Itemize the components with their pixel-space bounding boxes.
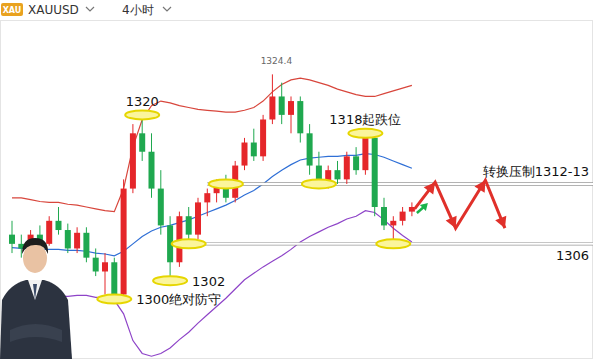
candle-body	[362, 138, 368, 170]
forecast-arrowhead	[474, 180, 485, 193]
candle-body	[279, 96, 285, 114]
title: XAUUSD	[28, 3, 79, 17]
candle-body	[335, 170, 341, 179]
candle-body	[297, 101, 303, 133]
forecast-arrowhead	[424, 182, 435, 194]
highlight-ellipse	[125, 110, 159, 119]
candle-body	[111, 262, 117, 294]
candle-body	[46, 221, 52, 244]
candle-wick	[105, 253, 106, 294]
cue-arrowhead	[420, 203, 428, 211]
presenter-shirt	[28, 280, 42, 300]
candle-body	[65, 230, 71, 248]
band-line	[12, 154, 412, 256]
annotation: 1302	[192, 274, 225, 289]
forecast-arrowhead	[446, 216, 457, 228]
highlight-ellipse	[153, 276, 187, 285]
badge: XAU	[3, 6, 22, 15]
level-label: 1306	[556, 248, 589, 263]
candle-body	[307, 133, 313, 165]
candle-body	[400, 212, 406, 221]
forecast-arrowhead	[495, 216, 506, 228]
presenter-suit	[0, 280, 72, 359]
annotation: 1318起跌位	[329, 112, 401, 127]
chart: XAU XAUUSD 4小时 1324.4 1320 1318起跌位 1302 1300绝对防…	[0, 0, 593, 359]
highlight-ellipse	[209, 179, 243, 188]
candle-body	[83, 233, 89, 258]
level-line-shadow	[207, 182, 593, 185]
candle-body	[381, 207, 387, 225]
forecast-path	[415, 180, 505, 228]
candle-body	[158, 189, 164, 226]
candle-body	[260, 119, 266, 156]
background	[0, 0, 593, 359]
highlight-ellipse	[97, 295, 131, 304]
band-line	[12, 78, 412, 212]
annotation: 1300绝对防守	[136, 292, 221, 307]
level-label: 转换压制1312-13	[483, 164, 589, 179]
highlight-ellipse	[172, 239, 206, 248]
candle-body	[344, 156, 350, 179]
candle-body	[139, 133, 145, 151]
presenter	[0, 238, 72, 359]
badge-box	[1, 3, 23, 16]
candle-body	[195, 202, 201, 234]
level-line	[207, 183, 593, 184]
candle-body	[130, 133, 136, 188]
chevron	[163, 7, 171, 11]
presenter-tie	[33, 284, 37, 300]
candle-body	[372, 138, 378, 207]
candle-body	[251, 143, 257, 157]
level-line-core	[207, 183, 593, 185]
plot-frame	[1, 21, 593, 359]
candle-body	[102, 262, 108, 271]
candle-body	[9, 235, 15, 244]
candle-body	[93, 258, 99, 272]
presenter-hair	[22, 238, 48, 254]
presenter-arms	[10, 324, 62, 342]
candle-body	[74, 233, 80, 249]
highlight-ellipse	[348, 129, 382, 138]
candle-body	[56, 221, 62, 230]
candle-body	[186, 216, 192, 234]
plot-area	[9, 74, 593, 356]
candle-wick	[393, 216, 394, 239]
candle-body	[288, 101, 294, 115]
chevron	[86, 7, 94, 11]
highlight-ellipse	[302, 179, 336, 188]
subtitle: 4小时	[122, 3, 154, 17]
candle-body	[242, 143, 248, 166]
page: {"chart_data": { "type": "candlestick", …	[0, 0, 593, 359]
candle-body	[121, 189, 127, 295]
candle-body	[204, 193, 210, 202]
candle-body	[269, 96, 275, 119]
candle-body	[390, 221, 396, 226]
candle-body	[149, 152, 155, 189]
candle-body	[353, 156, 359, 170]
annotation: 1320	[126, 94, 159, 109]
highlight-ellipse	[376, 239, 410, 248]
annotation: 1324.4	[261, 56, 293, 66]
band-line	[12, 211, 412, 357]
